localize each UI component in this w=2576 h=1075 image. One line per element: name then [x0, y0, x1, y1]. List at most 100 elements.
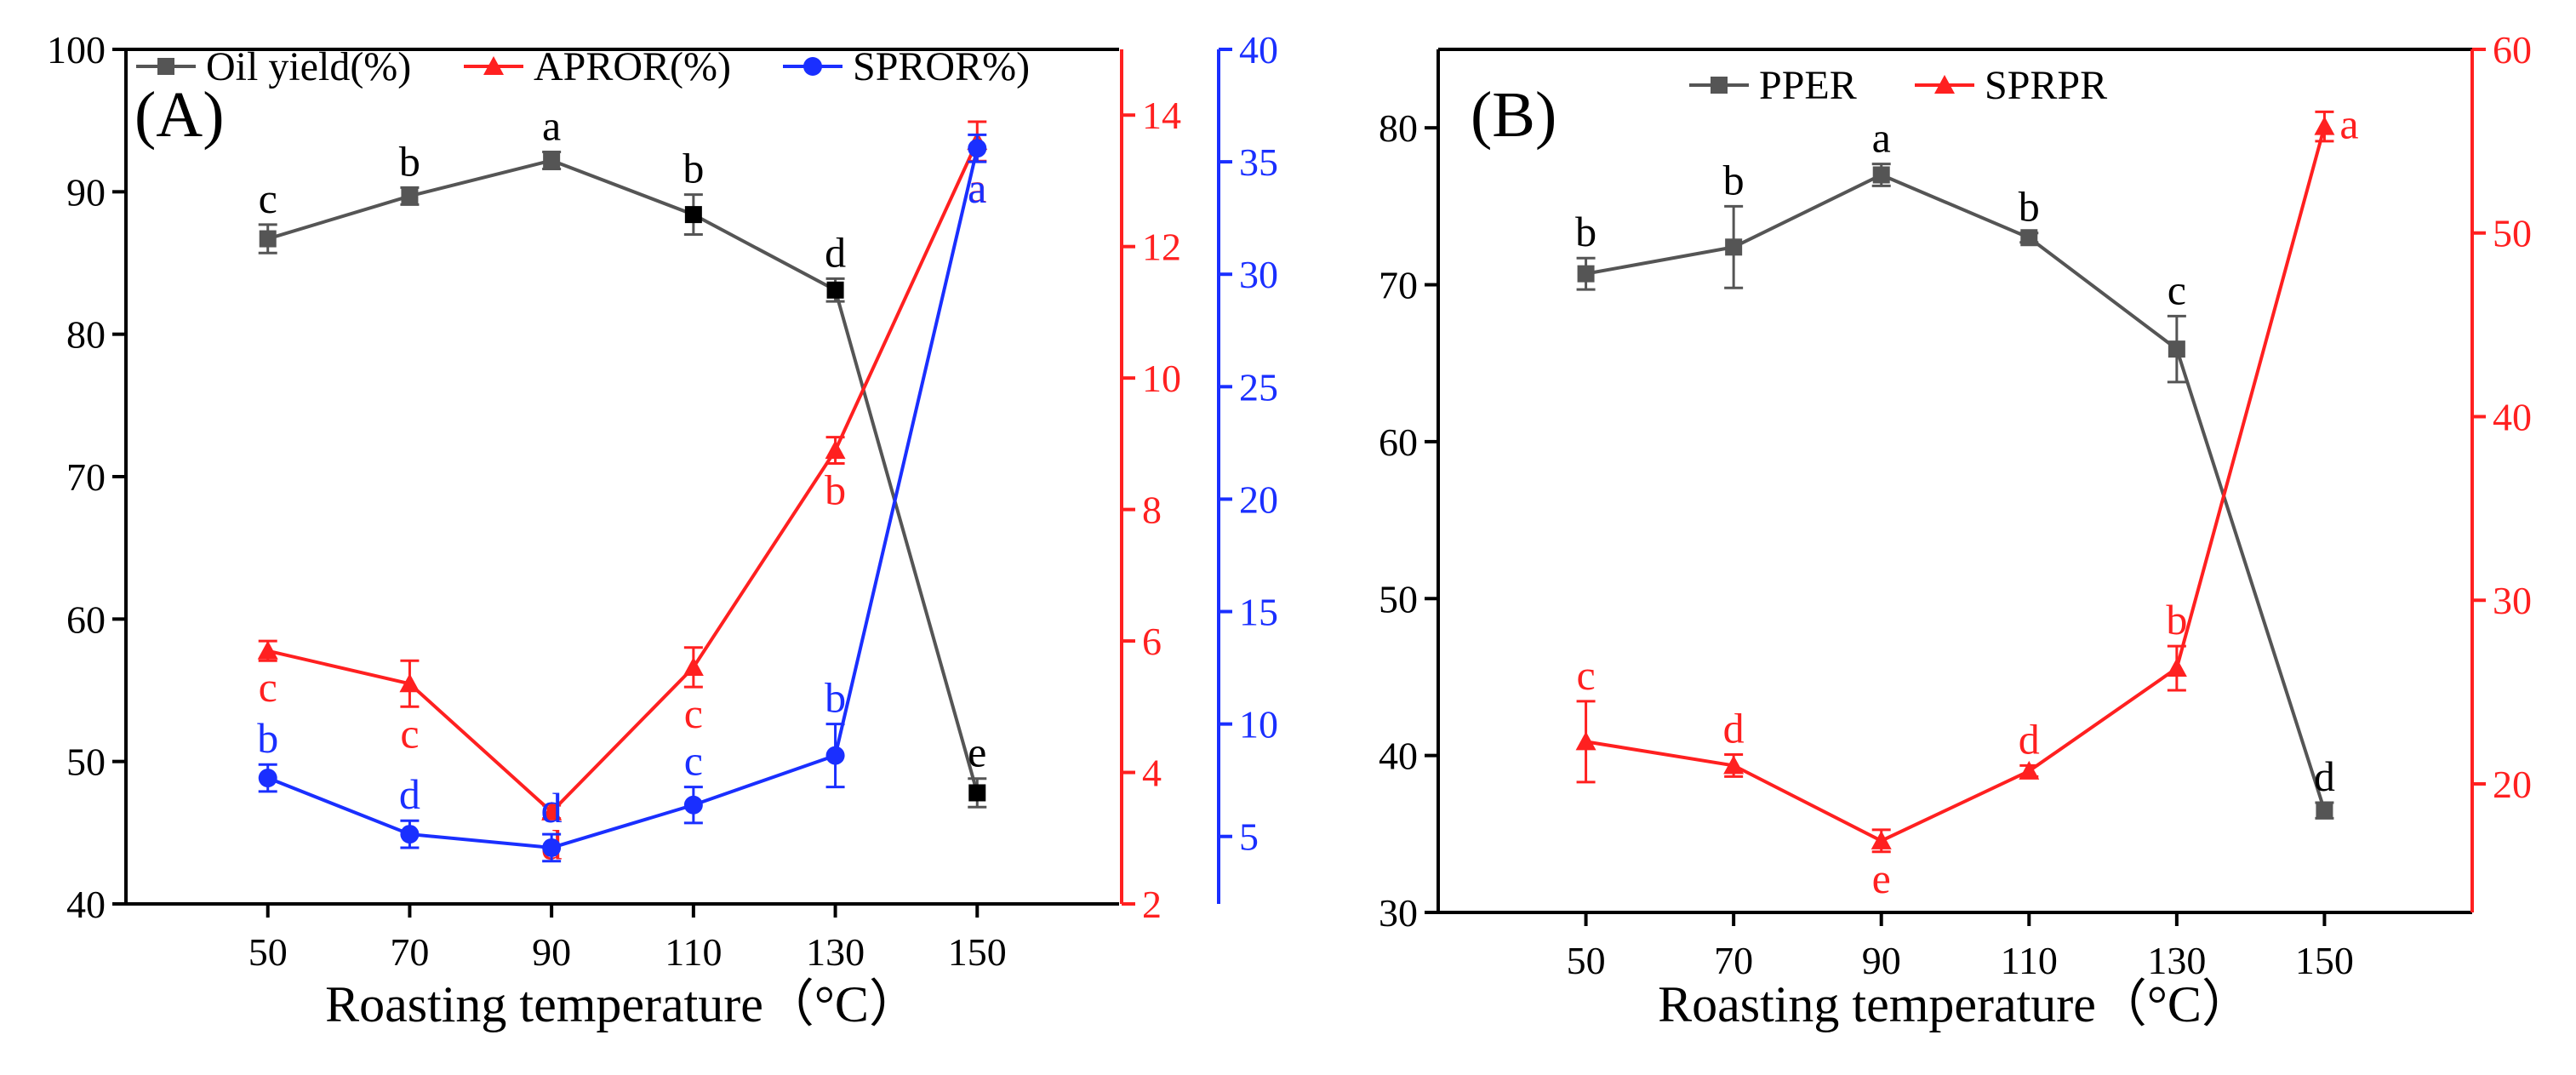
- legend-marker: [1934, 75, 1955, 94]
- significance-letter: c: [259, 663, 277, 711]
- data-point: [2020, 229, 2038, 247]
- x-tick-label: 110: [665, 930, 722, 974]
- data-point: [258, 769, 277, 788]
- y-tick-label: 4: [1142, 752, 1162, 795]
- data-point: [684, 206, 702, 224]
- significance-letter: d: [1723, 704, 1745, 752]
- significance-letter: b: [2019, 183, 2040, 231]
- y-tick-label: 12: [1142, 226, 1181, 269]
- y-tick-label: 35: [1239, 140, 1278, 184]
- series-pper: b b a b c d: [1575, 114, 2335, 820]
- legend-label: PPER: [1759, 63, 1857, 108]
- x-tick-label: 150: [948, 930, 1007, 974]
- data-point: [542, 838, 562, 857]
- data-point: [399, 673, 420, 693]
- x-tick-label: 50: [248, 930, 288, 974]
- data-point: [1577, 265, 1595, 283]
- significance-letter: b: [257, 714, 278, 762]
- significance-letter: b: [1723, 156, 1745, 203]
- legend-item: APROR(%): [464, 44, 731, 89]
- y-tick-label: 80: [1379, 106, 1418, 150]
- series-line: [266, 147, 980, 849]
- data-point: [2019, 760, 2040, 780]
- significance-letter: b: [1575, 208, 1596, 255]
- x-tick-label: 90: [1862, 939, 1901, 982]
- legend-label: APROR(%): [534, 44, 731, 89]
- y-tick-label: 50: [66, 740, 106, 784]
- series-line: [1585, 173, 2327, 811]
- x-tick-label: 70: [390, 930, 429, 974]
- data-point: [683, 656, 704, 676]
- significance-letter: b: [683, 145, 704, 192]
- y-tick-label: 50: [1379, 577, 1418, 620]
- significance-letter: a: [2339, 100, 2358, 148]
- legend-marker: [157, 58, 174, 75]
- x-tick-label: 110: [2001, 939, 2058, 982]
- data-point: [683, 795, 703, 815]
- series-line: [267, 140, 980, 815]
- significance-letter: b: [825, 466, 846, 514]
- significance-letter: c: [2168, 266, 2186, 313]
- y-tick-label: 40: [66, 883, 106, 926]
- legend-marker: [803, 57, 822, 76]
- data-point: [1871, 830, 1892, 849]
- x-tick-label: 50: [1567, 939, 1606, 982]
- y-tick-label: 30: [1239, 253, 1278, 296]
- data-point: [1872, 166, 1890, 184]
- legend-marker: [483, 56, 504, 75]
- y-tick-label: 20: [1239, 477, 1278, 521]
- y-tick-label: 90: [66, 170, 106, 214]
- data-point: [826, 281, 844, 299]
- legend-item: Oil yield(%): [136, 44, 411, 89]
- y-tick-label: 60: [66, 598, 106, 641]
- y-tick-label: 20: [2493, 763, 2532, 806]
- y-tick-label: 70: [66, 455, 106, 499]
- significance-letter: c: [684, 737, 703, 785]
- x-axis-title: Roasting temperature（°C）: [1658, 976, 2253, 1032]
- data-point: [543, 152, 561, 169]
- significance-letter: b: [2166, 596, 2187, 643]
- panel-b: 50 70 90 110 130 150 Roasting temperature（°C） 3…: [1379, 28, 2532, 1032]
- significance-letter: c: [259, 174, 277, 222]
- data-point: [2166, 658, 2187, 678]
- y-tick-label: 50: [2493, 212, 2532, 255]
- legend-label: Oil yield(%): [206, 44, 411, 89]
- legend-item: SPROR%): [783, 44, 1030, 89]
- significance-letter: d: [2314, 752, 2335, 800]
- data-point: [401, 187, 419, 205]
- significance-letter: e: [968, 729, 986, 776]
- series-line: [1585, 126, 2327, 843]
- x-tick-label: 130: [2147, 939, 2206, 982]
- y-tick-label: 40: [2493, 395, 2532, 438]
- panel-a: 50 70 90 110 130 150 Roasting temperature（°C） 4…: [47, 28, 1278, 1032]
- y-tick-label: 8: [1142, 489, 1162, 532]
- significance-letter: b: [399, 137, 420, 185]
- significance-letter: d: [825, 228, 846, 276]
- significance-letter: c: [400, 709, 419, 757]
- data-point: [541, 801, 563, 821]
- data-point: [825, 440, 846, 460]
- y-tick-label: 80: [66, 313, 106, 357]
- significance-letter: c: [684, 689, 703, 737]
- y-tick-label: 100: [47, 28, 106, 71]
- y-tick-label: 30: [1379, 891, 1418, 935]
- data-point: [400, 825, 420, 844]
- y-tick-label: 2: [1142, 883, 1162, 926]
- significance-letter: a: [542, 101, 561, 149]
- y-tick-label: 60: [2493, 28, 2532, 71]
- data-point: [1723, 755, 1745, 775]
- significance-letter: b: [825, 674, 846, 722]
- y-tick-label: 40: [1379, 735, 1418, 778]
- data-point: [257, 640, 278, 660]
- legend-item: SPRPR: [1915, 63, 2107, 108]
- x-tick-label: 150: [2295, 939, 2354, 982]
- series-line: [267, 158, 980, 794]
- data-point: [1575, 731, 1596, 751]
- y-tick-label: 5: [1239, 815, 1259, 859]
- data-point: [825, 746, 845, 765]
- significance-letter: d: [541, 784, 563, 832]
- y-tick-label: 30: [2493, 579, 2532, 622]
